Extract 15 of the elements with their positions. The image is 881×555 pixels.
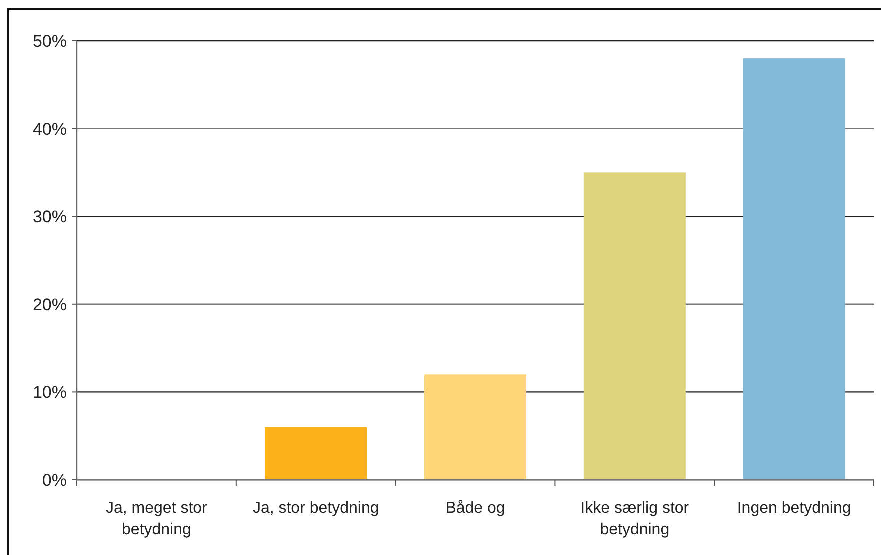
x-tick-label: Ikke særlig stor betydning (580, 500, 690, 539)
bar (584, 172, 686, 480)
x-tick-label: Både og (446, 500, 506, 517)
bar (743, 58, 846, 480)
bar (424, 374, 527, 480)
x-tick-label: Ja, stor betydning (252, 500, 380, 517)
y-tick-label: 30% (32, 208, 67, 227)
y-tick-label: 0% (42, 470, 67, 490)
bar (265, 427, 368, 480)
x-tick-label: Ingen betydning (737, 500, 852, 517)
y-tick-label: 50% (32, 32, 67, 51)
y-tick-label: 40% (32, 120, 67, 139)
y-tick-label: 10% (32, 383, 67, 402)
y-tick-label: 20% (32, 295, 67, 314)
x-tick-label: Ja, meget stor betydning (106, 500, 208, 539)
